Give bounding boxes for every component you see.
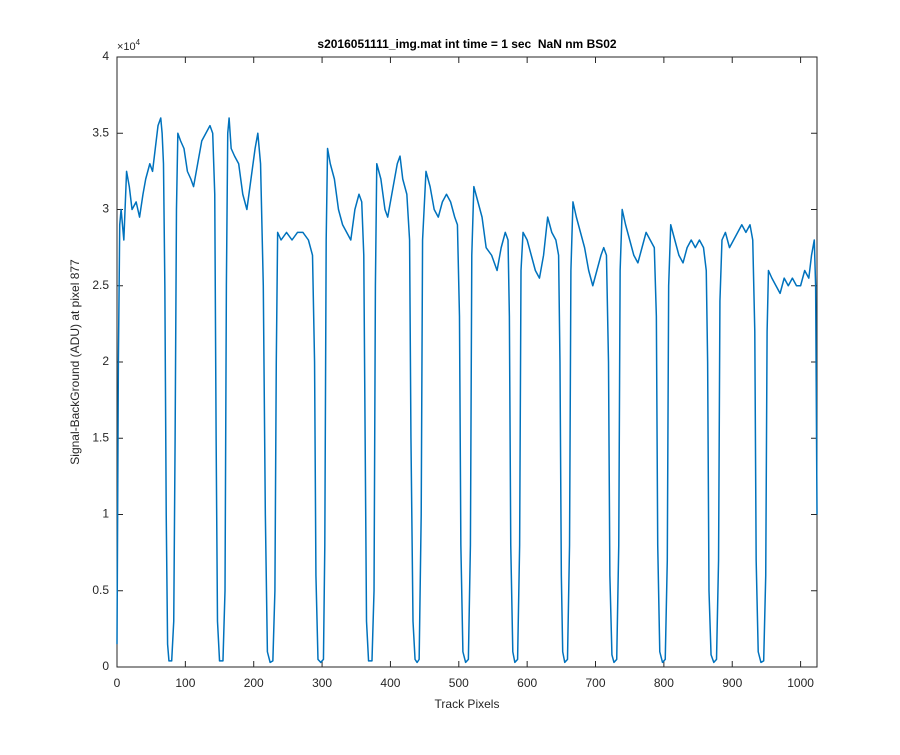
axes-box bbox=[116, 56, 818, 668]
y-exponent-base: ×10 bbox=[117, 41, 136, 53]
data-line bbox=[116, 117, 818, 664]
y-exponent: ×104 bbox=[117, 38, 141, 53]
x-tick-label: 200 bbox=[244, 676, 264, 690]
y-tick-label: 2 bbox=[102, 354, 109, 368]
y-tick-label: 1.5 bbox=[92, 430, 109, 444]
chart-title: s2016051111_img.mat int time = 1 sec NaN… bbox=[317, 37, 617, 51]
x-tick-label: 900 bbox=[722, 676, 742, 690]
y-axis-label: Signal-BackGround (ADU) at pixel 877 bbox=[68, 259, 82, 465]
x-tick-label: 500 bbox=[449, 676, 469, 690]
x-tick-label: 0 bbox=[114, 676, 121, 690]
y-tick-label: 3.5 bbox=[92, 125, 109, 139]
y-tick-label: 0 bbox=[102, 659, 109, 673]
y-exponent-power: 4 bbox=[136, 38, 141, 47]
x-tick-label: 600 bbox=[517, 676, 537, 690]
x-tick-label: 1000 bbox=[787, 676, 814, 690]
y-tick-label: 1 bbox=[102, 507, 109, 521]
y-tick-label: 3 bbox=[102, 202, 109, 216]
x-tick-label: 700 bbox=[586, 676, 606, 690]
y-tick-label: 2.5 bbox=[92, 278, 109, 292]
y-tick-label: 4 bbox=[102, 49, 109, 63]
x-tick-label: 100 bbox=[175, 676, 195, 690]
x-tick-label: 800 bbox=[654, 676, 674, 690]
y-tick-label: 0.5 bbox=[92, 583, 109, 597]
x-axis-label: Track Pixels bbox=[435, 697, 500, 711]
x-tick-label: 400 bbox=[380, 676, 400, 690]
x-tick-label: 300 bbox=[312, 676, 332, 690]
